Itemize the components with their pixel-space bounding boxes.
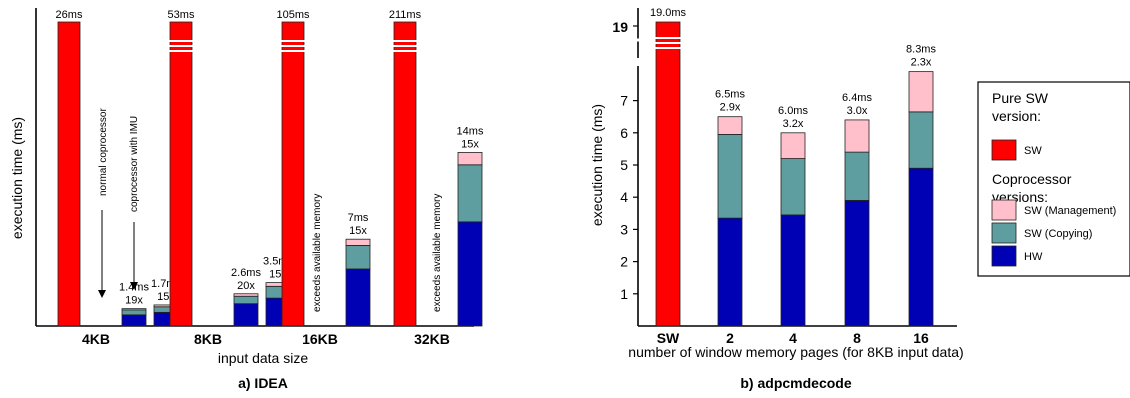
copying-segment	[457, 164, 483, 223]
x-category-label: 16KB	[302, 331, 338, 347]
x-category-label: 16	[913, 330, 929, 346]
bar-speedup-label: 2.9x	[720, 102, 741, 114]
legend-hw-swatch	[991, 245, 1017, 267]
copying-segment	[345, 244, 371, 270]
copying-segment	[908, 111, 934, 169]
sw-time-label: 211ms	[389, 9, 422, 21]
hw-segment	[717, 217, 743, 327]
management-segment	[908, 71, 934, 113]
y-tick-label: 6	[620, 125, 628, 141]
legend-pure-title-1: Pure SW	[992, 90, 1049, 106]
bar-speedup-label: 15x	[461, 138, 479, 150]
bar-speedup-label: 3.0x	[847, 105, 868, 117]
legend-pure-title-2: version:	[992, 108, 1041, 124]
y-tick-label: 2	[620, 254, 628, 270]
hw-segment	[121, 314, 147, 327]
management-segment	[457, 151, 483, 166]
bar-time-label: 6.5ms	[715, 89, 745, 101]
x-axis-label-b: number of window memory pages (for 8KB i…	[628, 344, 963, 360]
copying-segment	[780, 158, 806, 216]
x-axis-label-a: input data size	[218, 350, 308, 366]
copying-segment	[233, 295, 259, 305]
chart-idea: execution time (ms) input data size a) I…	[9, 8, 484, 391]
legend-hw-label: HW	[1024, 251, 1043, 263]
bar-speedup-label: 2.3x	[911, 57, 932, 69]
copying-segment	[844, 151, 870, 201]
management-segment	[780, 132, 806, 159]
management-segment	[717, 116, 743, 135]
y-axis-label-b: execution time (ms)	[589, 104, 605, 226]
management-segment	[233, 293, 259, 297]
sw-bar	[281, 21, 305, 327]
hw-segment	[780, 214, 806, 327]
y-tick-label: 3	[620, 221, 628, 237]
y-tick-label: 5	[620, 157, 628, 173]
y-axis-label-a: execution time (ms)	[9, 117, 25, 239]
chart-adpcmdecode: execution time (ms) number of window mem…	[589, 7, 964, 391]
legend-copying-label: SW (Copying)	[1024, 228, 1092, 240]
x-category-label: SW	[657, 330, 680, 346]
annotation-normal-coprocessor: normal coprocessor	[98, 108, 109, 196]
bar-speedup-label: 15x	[349, 225, 367, 237]
hw-segment	[908, 167, 934, 327]
bar-time-label: 8.3ms	[906, 44, 936, 56]
sw-bar	[393, 21, 417, 327]
legend-copro-title-1: Coprocessor	[992, 171, 1072, 187]
legend-sw-label: SW	[1024, 145, 1042, 157]
bar-time-label: 6.0ms	[778, 105, 808, 117]
legend-management-label: SW (Management)	[1024, 205, 1116, 217]
x-category-label: 4KB	[82, 331, 110, 347]
bar-time-label: 2.6ms	[231, 267, 261, 279]
copying-segment	[121, 309, 147, 316]
annotation-coprocessor-imu: coprocessor with IMU	[129, 116, 140, 212]
legend-sw-swatch	[991, 139, 1017, 161]
management-segment	[844, 119, 870, 153]
legend-copying-swatch	[991, 222, 1017, 244]
hw-segment	[844, 200, 870, 327]
sw-time-label: 105ms	[276, 9, 310, 21]
y-tick-label: 7	[620, 93, 628, 109]
bar-speedup-label: 20x	[237, 280, 255, 292]
management-segment	[345, 238, 371, 246]
annotation-arrowhead	[98, 290, 106, 298]
y-tick-label-19: 19	[612, 19, 628, 35]
legend-frame	[977, 81, 1130, 277]
sw-bar	[57, 21, 81, 327]
sw-time-label: 19.0ms	[650, 7, 687, 19]
bar-time-label: 6.4ms	[842, 92, 872, 104]
x-category-label: 8	[853, 330, 861, 346]
y-tick-label: 1	[620, 286, 628, 302]
chart-title-b: b) adpcmdecode	[740, 375, 851, 391]
management-segment	[121, 308, 147, 311]
annotation-exceeds-memory-16kb: exceeds available memory	[312, 194, 323, 312]
hw-segment	[345, 268, 371, 327]
legend: Pure SW version: SW Coprocessor versions…	[977, 81, 1130, 277]
sw-time-label: 53ms	[168, 9, 195, 21]
bar-time-label: 7ms	[348, 212, 369, 224]
hw-segment	[457, 221, 483, 327]
y-tick-label: 4	[620, 189, 628, 205]
x-category-label: 8KB	[194, 331, 222, 347]
chart-title-a: a) IDEA	[238, 375, 288, 391]
x-category-label: 4	[789, 330, 797, 346]
bar-time-label: 14ms	[457, 125, 484, 137]
hw-segment	[233, 303, 259, 327]
sw-bar	[169, 21, 193, 327]
annotation-exceeds-memory-32kb: exceeds available memory	[432, 194, 443, 312]
bar-speedup-label: 19x	[125, 295, 143, 307]
x-category-label: 2	[726, 330, 734, 346]
x-category-label: 32KB	[414, 331, 450, 347]
copying-segment	[717, 134, 743, 219]
annotation-arrowhead	[130, 282, 138, 290]
legend-management-swatch	[991, 199, 1017, 221]
bar-speedup-label: 3.2x	[783, 118, 804, 130]
sw-bar	[655, 21, 681, 327]
sw-time-label: 26ms	[56, 9, 83, 21]
